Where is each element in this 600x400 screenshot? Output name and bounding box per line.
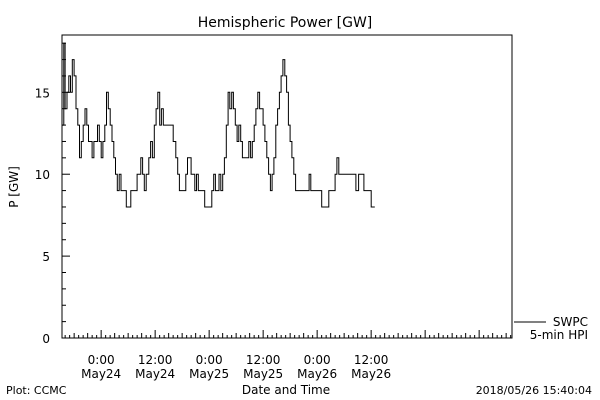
x-tick-label-time: 0:00 [304, 353, 331, 367]
footer-plot-credit: Plot: CCMC [6, 384, 67, 397]
x-tick-label-time: 12:00 [138, 353, 173, 367]
x-tick-label-time: 0:00 [88, 353, 115, 367]
y-tick-label: 0 [42, 332, 50, 346]
x-axis-label: Date and Time [242, 383, 330, 397]
x-tick-label-date: May24 [81, 367, 121, 381]
x-tick-label-time: 0:00 [196, 353, 223, 367]
x-tick-label-date: May26 [351, 367, 391, 381]
chart-title: Hemispheric Power [GW] [198, 15, 373, 31]
x-tick-label-date: May26 [297, 367, 337, 381]
x-tick-label-date: May25 [189, 367, 229, 381]
x-axis: 0:00May2412:00May240:00May2512:00May250:… [64, 330, 512, 381]
y-axis-label: P [GW] [7, 166, 21, 208]
y-tick-label: 10 [35, 168, 50, 182]
x-tick-label-date: May24 [135, 367, 175, 381]
y-tick-label: 15 [35, 86, 50, 100]
y-tick-label: 5 [42, 250, 50, 264]
legend-label-line1: SWPC [553, 315, 588, 329]
x-tick-label-time: 12:00 [354, 353, 389, 367]
plot-frame [61, 34, 513, 339]
series-line-swpc-hpi [62, 42, 375, 208]
x-tick-label-date: May25 [243, 367, 283, 381]
x-tick-label-time: 12:00 [246, 353, 281, 367]
footer-timestamp: 2018/05/26 15:40:04 [476, 384, 592, 397]
y-axis: 0 5 10 15 [35, 42, 70, 346]
legend-label-line2: 5-min HPI [530, 328, 588, 342]
